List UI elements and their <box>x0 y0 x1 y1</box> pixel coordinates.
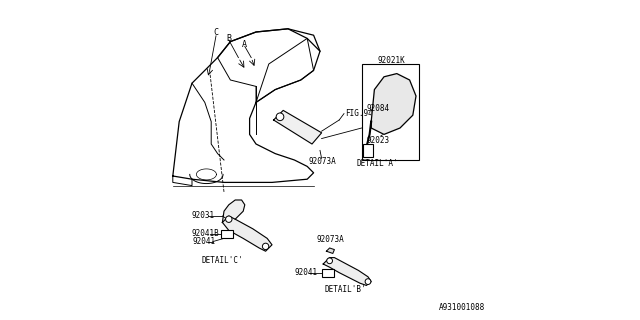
FancyBboxPatch shape <box>322 269 334 277</box>
Polygon shape <box>223 200 245 222</box>
Circle shape <box>327 258 333 264</box>
FancyBboxPatch shape <box>221 230 233 238</box>
FancyBboxPatch shape <box>364 144 372 157</box>
Text: 92041: 92041 <box>193 237 216 246</box>
Circle shape <box>262 243 269 250</box>
Text: 92084: 92084 <box>366 104 390 113</box>
Text: 92031: 92031 <box>191 212 214 220</box>
Text: 92041: 92041 <box>294 268 317 277</box>
Text: 92073A: 92073A <box>309 157 337 166</box>
Text: 92073A: 92073A <box>317 236 344 244</box>
Text: B: B <box>227 34 231 43</box>
Polygon shape <box>371 74 416 134</box>
Text: A: A <box>243 40 247 49</box>
Polygon shape <box>223 216 272 251</box>
Text: DETAIL'B': DETAIL'B' <box>324 285 367 294</box>
Text: DETAIL'C': DETAIL'C' <box>202 256 243 265</box>
Text: 92023: 92023 <box>366 136 390 145</box>
Text: 92021K: 92021K <box>378 56 405 65</box>
Text: FIG.940-4: FIG.940-4 <box>346 109 387 118</box>
Polygon shape <box>326 248 334 253</box>
Text: C: C <box>214 28 218 36</box>
Text: 92041B: 92041B <box>191 229 219 238</box>
Polygon shape <box>323 258 371 285</box>
Circle shape <box>276 113 284 121</box>
Polygon shape <box>274 110 322 144</box>
Circle shape <box>365 279 371 284</box>
FancyBboxPatch shape <box>362 64 419 160</box>
Text: DETAIL'A': DETAIL'A' <box>356 159 399 168</box>
Circle shape <box>226 216 232 222</box>
Text: A931001088: A931001088 <box>438 303 484 312</box>
